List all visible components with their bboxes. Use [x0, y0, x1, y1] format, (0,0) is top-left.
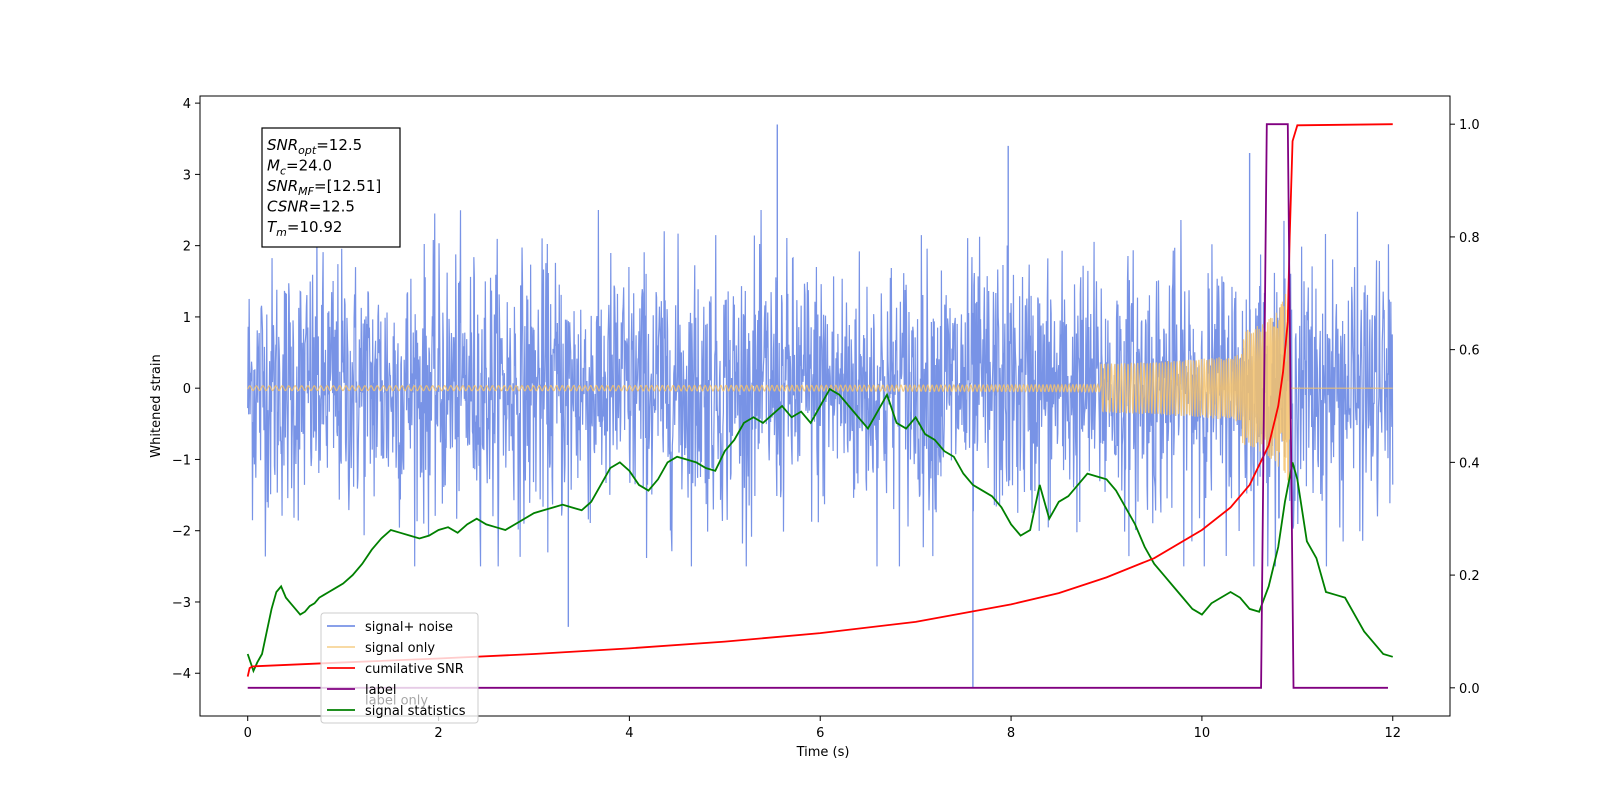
- noise-trace: [247, 210, 1394, 567]
- signal-trace: [247, 289, 1393, 487]
- y2-tick-label: 0.2: [1459, 569, 1480, 584]
- x-tick-label: 0: [244, 726, 252, 741]
- annotation-line: SNRMF=[12.51]: [267, 177, 381, 198]
- y2-tick-label: 0.0: [1459, 682, 1480, 697]
- series-label: [247, 123, 1388, 689]
- y-tick-label: 0: [183, 382, 191, 397]
- y2-tick-label: 0.8: [1459, 231, 1480, 246]
- x-tick-label: 12: [1384, 726, 1401, 741]
- y2-tick-label: 0.4: [1459, 456, 1480, 471]
- y-tick-label: 1: [183, 311, 191, 326]
- annotation-line: CSNR=12.5: [267, 198, 355, 216]
- y-tick-label: −1: [172, 453, 191, 468]
- legend: signal+ noise signal only cumilative SNR la…: [320, 612, 479, 724]
- y-tick-label: 4: [183, 97, 191, 112]
- x-tick-label: 10: [1194, 726, 1211, 741]
- x-tick-label: 8: [1007, 726, 1015, 741]
- legend-entry: label: [365, 683, 396, 698]
- y-tick-label: −3: [172, 596, 191, 611]
- annotation-line: SNRopt=12.5: [267, 136, 362, 157]
- series-signal-only: [247, 289, 1393, 487]
- annotation-line: Mc=24.0: [267, 157, 332, 178]
- x-tick-label: 2: [434, 726, 442, 741]
- y-tick-label: 2: [183, 240, 191, 255]
- x-axis-label: Time (s): [796, 745, 850, 760]
- legend-entry: signal+ noise: [365, 620, 453, 635]
- annotation-box: SNRopt=12.5Mc=24.0SNRMF=[12.51]CSNR=12.5…: [261, 127, 401, 248]
- plot-frame: [199, 95, 1451, 717]
- y2-tick-label: 1.0: [1459, 118, 1480, 133]
- y2-tick-label: 0.6: [1459, 344, 1480, 359]
- legend-frame: [320, 612, 479, 724]
- legend-entry: signal only: [365, 641, 435, 656]
- y-tick-label: 3: [183, 168, 191, 183]
- x-tick-label: 4: [625, 726, 633, 741]
- y-tick-label: −2: [172, 525, 191, 540]
- y-tick-label: −4: [172, 667, 191, 682]
- legend-entry: label only: [365, 694, 428, 709]
- legend-entry: signal statistics: [365, 704, 466, 719]
- x-tick-label: 6: [816, 726, 824, 741]
- annotation-frame: [261, 127, 401, 248]
- legend-entry: cumilative SNR: [365, 662, 464, 677]
- series-signal-statistics: [246, 387, 1394, 674]
- annotation-line: Tm=10.92: [267, 218, 342, 239]
- y-axis-label: Whitened strain: [149, 354, 164, 457]
